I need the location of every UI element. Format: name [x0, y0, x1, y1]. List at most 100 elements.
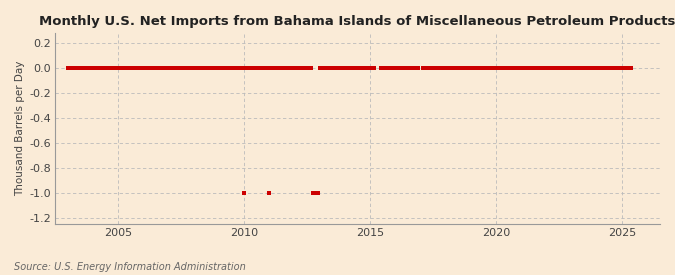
- Point: [153, 66, 163, 70]
- Point: [300, 66, 310, 70]
- Point: [459, 66, 470, 70]
- Point: [340, 66, 350, 70]
- Point: [344, 66, 354, 70]
- Point: [94, 66, 105, 70]
- Point: [291, 66, 302, 70]
- Point: [409, 66, 420, 70]
- Point: [294, 66, 304, 70]
- Point: [310, 191, 321, 195]
- Point: [98, 66, 109, 70]
- Point: [81, 66, 92, 70]
- Point: [215, 66, 226, 70]
- Point: [600, 66, 611, 70]
- Point: [167, 66, 178, 70]
- Point: [522, 66, 533, 70]
- Point: [385, 66, 396, 70]
- Point: [234, 66, 245, 70]
- Point: [436, 66, 447, 70]
- Point: [613, 66, 624, 70]
- Point: [342, 66, 352, 70]
- Point: [176, 66, 186, 70]
- Point: [350, 66, 361, 70]
- Point: [560, 66, 571, 70]
- Point: [283, 66, 294, 70]
- Point: [296, 66, 306, 70]
- Point: [232, 66, 243, 70]
- Point: [182, 66, 193, 70]
- Point: [485, 66, 495, 70]
- Point: [457, 66, 468, 70]
- Point: [524, 66, 535, 70]
- Point: [489, 66, 500, 70]
- Point: [319, 66, 329, 70]
- Point: [264, 191, 275, 195]
- Point: [583, 66, 594, 70]
- Point: [388, 66, 399, 70]
- Point: [493, 66, 504, 70]
- Point: [520, 66, 531, 70]
- Point: [430, 66, 441, 70]
- Point: [596, 66, 607, 70]
- Point: [547, 66, 558, 70]
- Point: [285, 66, 296, 70]
- Point: [394, 66, 405, 70]
- Point: [266, 66, 277, 70]
- Point: [262, 66, 273, 70]
- Point: [247, 66, 258, 70]
- Point: [213, 66, 224, 70]
- Point: [470, 66, 481, 70]
- Point: [392, 66, 403, 70]
- Point: [506, 66, 516, 70]
- Point: [331, 66, 342, 70]
- Point: [510, 66, 520, 70]
- Point: [478, 66, 489, 70]
- Point: [587, 66, 598, 70]
- Point: [447, 66, 458, 70]
- Point: [531, 66, 541, 70]
- Point: [230, 66, 241, 70]
- Point: [71, 66, 82, 70]
- Point: [113, 66, 124, 70]
- Point: [203, 66, 214, 70]
- Point: [209, 66, 220, 70]
- Point: [398, 66, 409, 70]
- Point: [115, 66, 126, 70]
- Point: [178, 66, 188, 70]
- Point: [558, 66, 569, 70]
- Point: [396, 66, 407, 70]
- Point: [83, 66, 94, 70]
- Point: [358, 66, 369, 70]
- Point: [445, 66, 456, 70]
- Point: [69, 66, 80, 70]
- Point: [432, 66, 443, 70]
- Point: [237, 66, 248, 70]
- Point: [142, 66, 153, 70]
- Point: [148, 66, 159, 70]
- Text: Source: U.S. Energy Information Administration: Source: U.S. Energy Information Administ…: [14, 262, 245, 272]
- Point: [186, 66, 197, 70]
- Point: [499, 66, 510, 70]
- Point: [504, 66, 514, 70]
- Title: Monthly U.S. Net Imports from Bahama Islands of Miscellaneous Petroleum Products: Monthly U.S. Net Imports from Bahama Isl…: [39, 15, 675, 28]
- Point: [224, 66, 235, 70]
- Point: [575, 66, 586, 70]
- Point: [306, 66, 317, 70]
- Point: [364, 66, 375, 70]
- Point: [102, 66, 113, 70]
- Point: [526, 66, 537, 70]
- Point: [325, 66, 335, 70]
- Point: [617, 66, 628, 70]
- Point: [79, 66, 90, 70]
- Point: [474, 66, 485, 70]
- Point: [551, 66, 562, 70]
- Point: [568, 66, 579, 70]
- Point: [545, 66, 556, 70]
- Point: [535, 66, 545, 70]
- Point: [381, 66, 392, 70]
- Point: [541, 66, 552, 70]
- Point: [348, 66, 358, 70]
- Point: [333, 66, 344, 70]
- Point: [268, 66, 279, 70]
- Point: [302, 66, 313, 70]
- Point: [92, 66, 103, 70]
